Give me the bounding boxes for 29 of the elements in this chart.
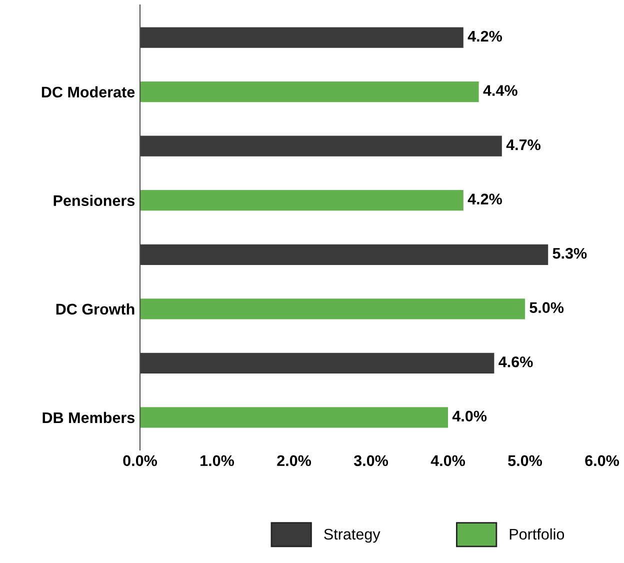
bar	[140, 298, 525, 320]
bar	[140, 136, 502, 156]
legend-label: Portfolio	[510, 528, 564, 540]
data-label: 4.2%	[468, 194, 502, 204]
bar	[140, 244, 548, 265]
y-tick-label: Pensioners	[54, 194, 135, 206]
data-label: 4.6%	[498, 356, 533, 368]
data-label: 5.3%	[552, 248, 587, 259]
data-label: 5.0%	[530, 302, 564, 314]
data-label: 4.7%	[506, 139, 540, 150]
legend-label: Strategy	[324, 528, 380, 543]
x-tick-label: 5.0%	[508, 455, 542, 466]
x-tick-label: 2.0%	[277, 455, 312, 466]
x-tick-label: 1.0%	[200, 455, 234, 466]
data-label: 4.0%	[452, 410, 487, 422]
bar	[140, 352, 494, 374]
x-tick-label: 6.0%	[585, 455, 620, 466]
bar	[140, 82, 479, 102]
x-tick-label: 4.0%	[430, 455, 466, 466]
x-tick-label: 3.0%	[354, 455, 388, 466]
x-tick-label: 0.0%	[123, 455, 158, 466]
bar	[140, 27, 464, 48]
y-tick-label: DC Moderate	[42, 86, 135, 98]
bar	[140, 407, 448, 428]
y-tick-label: DC Growth	[56, 303, 134, 315]
data-label: 4.2%	[468, 30, 502, 42]
data-label: 4.4%	[483, 85, 518, 96]
bar	[140, 190, 464, 211]
y-tick-label: DB Members	[42, 412, 135, 424]
